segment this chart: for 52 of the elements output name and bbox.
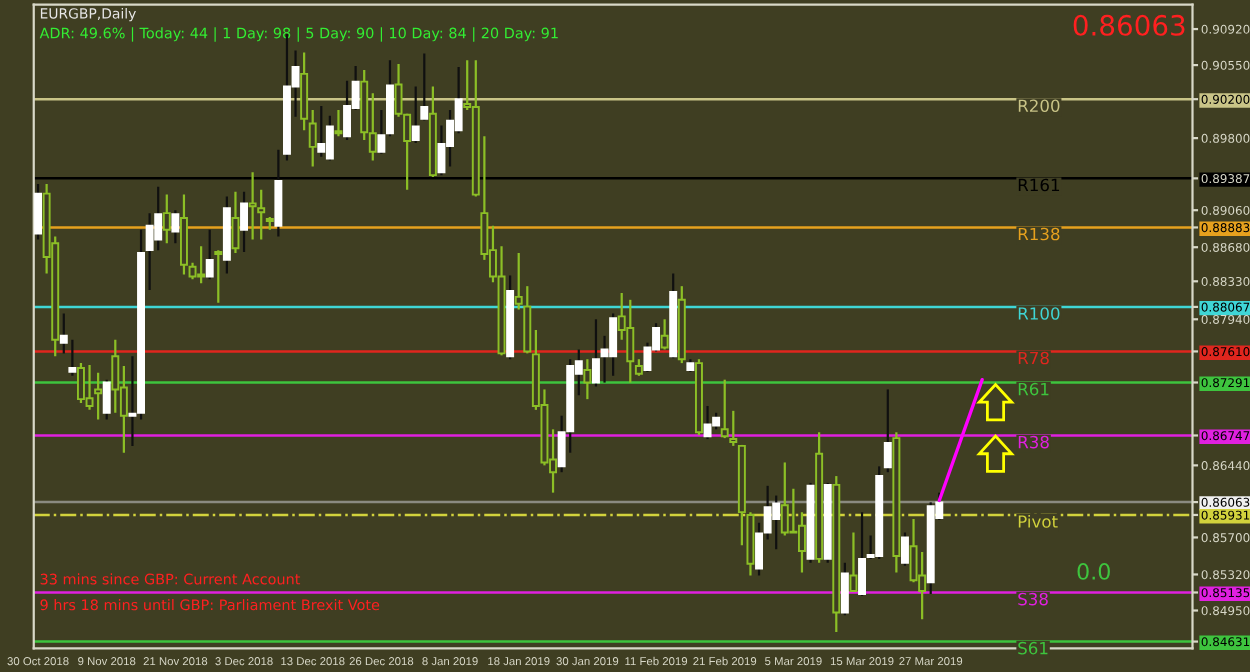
candlestick bbox=[343, 79, 352, 142]
candlestick bbox=[849, 531, 858, 594]
candlestick bbox=[111, 338, 120, 414]
ref-line-label: S38 bbox=[1018, 592, 1048, 606]
candlestick bbox=[248, 171, 257, 241]
ref-line-label: R138 bbox=[1018, 227, 1060, 241]
candlestick bbox=[308, 108, 317, 168]
candlestick bbox=[703, 404, 712, 441]
candlestick bbox=[583, 358, 592, 401]
annotation: 0.86063 bbox=[1073, 14, 1185, 36]
ref-line-label: R61 bbox=[1018, 382, 1049, 396]
ref-line-label: R78 bbox=[1018, 351, 1049, 365]
ref-line-label: Pivot bbox=[1018, 514, 1058, 528]
candlestick bbox=[780, 461, 789, 537]
candlestick bbox=[720, 378, 729, 440]
candlestick bbox=[205, 228, 214, 281]
ref-line-label: S61 bbox=[1018, 641, 1048, 655]
candlestick bbox=[102, 378, 111, 421]
ref-line-label: R161 bbox=[1018, 178, 1060, 192]
candlestick bbox=[300, 51, 309, 132]
ref-line-label: R100 bbox=[1018, 307, 1060, 320]
candlestick bbox=[317, 104, 326, 158]
candlestick bbox=[68, 338, 77, 377]
ref-line-label: R38 bbox=[1018, 435, 1049, 449]
ref-line-label: R200 bbox=[1018, 99, 1060, 113]
candlestick bbox=[171, 209, 180, 245]
candlestick bbox=[411, 85, 420, 145]
candlestick bbox=[34, 182, 43, 241]
candlestick bbox=[840, 561, 849, 617]
candlestick bbox=[377, 108, 386, 155]
candlestick bbox=[385, 59, 394, 138]
candlestick bbox=[231, 190, 240, 255]
candlestick bbox=[729, 409, 738, 448]
candlestick bbox=[179, 193, 188, 276]
candlestick bbox=[94, 371, 103, 421]
candlestick bbox=[325, 114, 334, 162]
candlestick bbox=[626, 298, 635, 384]
candlestick bbox=[162, 193, 171, 245]
candlestick bbox=[797, 511, 806, 574]
candlestick bbox=[274, 148, 283, 238]
candlestick bbox=[334, 108, 343, 138]
annotation: 0.0 bbox=[1077, 562, 1110, 580]
candlestick bbox=[214, 249, 223, 304]
candlestick bbox=[609, 312, 618, 377]
candlestick bbox=[772, 494, 781, 551]
candlestick bbox=[660, 318, 669, 351]
candlestick bbox=[900, 531, 909, 567]
candlestick bbox=[591, 318, 600, 388]
candlestick bbox=[240, 190, 249, 254]
candlestick bbox=[437, 124, 446, 177]
candlestick bbox=[883, 388, 892, 474]
candlestick bbox=[858, 511, 867, 597]
